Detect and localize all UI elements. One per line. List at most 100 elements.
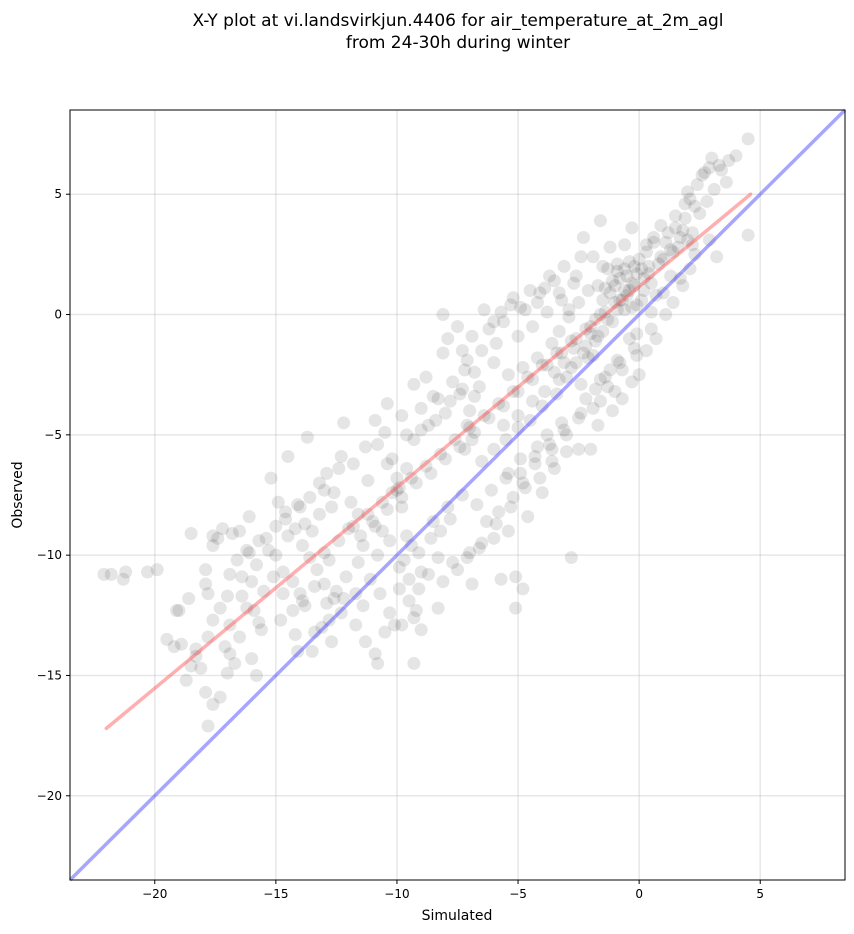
- data-point: [172, 604, 186, 617]
- data-point: [395, 409, 409, 423]
- data-point: [320, 596, 334, 610]
- data-point: [400, 428, 414, 442]
- data-point: [572, 411, 586, 425]
- data-point: [346, 519, 360, 533]
- data-point: [414, 565, 428, 579]
- data-point: [584, 442, 598, 456]
- data-point: [429, 413, 443, 427]
- data-point: [584, 320, 598, 334]
- data-point: [596, 259, 610, 273]
- data-point: [354, 529, 368, 543]
- data-point: [606, 274, 619, 288]
- data-point: [710, 250, 724, 264]
- data-point: [167, 640, 181, 654]
- data-point: [460, 551, 474, 565]
- data-point: [518, 481, 532, 495]
- data-point: [421, 567, 435, 581]
- data-point: [501, 466, 515, 480]
- data-point: [632, 252, 646, 266]
- data-point: [506, 490, 520, 504]
- data-point: [613, 356, 627, 370]
- data-point: [499, 471, 513, 485]
- data-point: [446, 555, 460, 569]
- data-point: [615, 363, 629, 377]
- y-tick-label: 5: [54, 187, 62, 201]
- data-point: [644, 305, 658, 319]
- data-point: [373, 587, 387, 601]
- fit-line: [104, 192, 753, 731]
- data-point: [683, 192, 697, 206]
- data-point: [504, 298, 518, 312]
- data-point: [201, 630, 215, 644]
- identity-line: [68, 108, 847, 882]
- data-point: [668, 209, 682, 223]
- y-axis-label: Observed: [10, 461, 26, 528]
- data-point: [409, 476, 423, 490]
- data-point: [465, 433, 479, 447]
- data-point: [625, 375, 639, 389]
- data-point: [400, 462, 414, 476]
- data-point: [649, 332, 663, 346]
- data-point: [211, 531, 225, 545]
- data-point: [484, 483, 498, 497]
- data-point: [286, 604, 300, 617]
- data-point: [538, 385, 552, 399]
- data-point: [652, 257, 666, 271]
- data-point: [475, 536, 489, 550]
- data-point: [274, 613, 288, 627]
- grid-lines: [70, 110, 845, 880]
- data-point: [254, 623, 268, 637]
- data-point: [482, 322, 496, 336]
- data-point: [574, 377, 588, 391]
- data-point: [199, 685, 213, 699]
- data-point: [407, 611, 421, 625]
- data-point: [630, 267, 644, 281]
- data-point: [455, 344, 469, 358]
- data-point: [574, 250, 588, 264]
- data-point: [339, 570, 353, 584]
- data-point: [632, 368, 646, 382]
- data-point: [506, 385, 520, 399]
- reference-lines: [68, 108, 847, 882]
- data-point: [569, 332, 583, 346]
- data-point: [589, 382, 603, 396]
- data-point: [368, 519, 382, 533]
- data-point: [690, 178, 704, 192]
- data-point: [564, 551, 578, 565]
- data-point: [409, 604, 423, 617]
- data-point: [622, 332, 636, 346]
- data-point: [681, 233, 695, 247]
- data-point: [492, 505, 506, 519]
- data-point: [310, 563, 324, 577]
- data-point: [349, 618, 363, 632]
- data-point: [547, 365, 561, 379]
- data-point: [467, 389, 481, 403]
- data-point: [574, 406, 588, 420]
- data-point: [451, 320, 464, 334]
- x-axis: −20 −15 −10 −5 0 5: [142, 880, 764, 901]
- data-point: [598, 370, 612, 384]
- data-point: [463, 546, 477, 560]
- data-point: [559, 370, 573, 384]
- data-point: [596, 324, 610, 338]
- data-point: [412, 582, 426, 596]
- data-point: [431, 392, 445, 406]
- data-point: [378, 425, 392, 439]
- data-point: [424, 531, 438, 545]
- data-point: [368, 413, 382, 427]
- data-point: [395, 500, 409, 514]
- data-point: [296, 594, 309, 608]
- data-point: [712, 158, 726, 172]
- data-point: [625, 300, 639, 314]
- data-point: [480, 514, 494, 528]
- data-point: [533, 286, 547, 300]
- data-point: [235, 589, 249, 603]
- data-point: [242, 510, 256, 524]
- data-point: [601, 380, 615, 394]
- data-point: [242, 546, 256, 560]
- data-point: [220, 666, 234, 680]
- data-point: [521, 370, 535, 384]
- data-point: [506, 291, 520, 305]
- data-point: [656, 252, 670, 266]
- data-point: [141, 565, 154, 579]
